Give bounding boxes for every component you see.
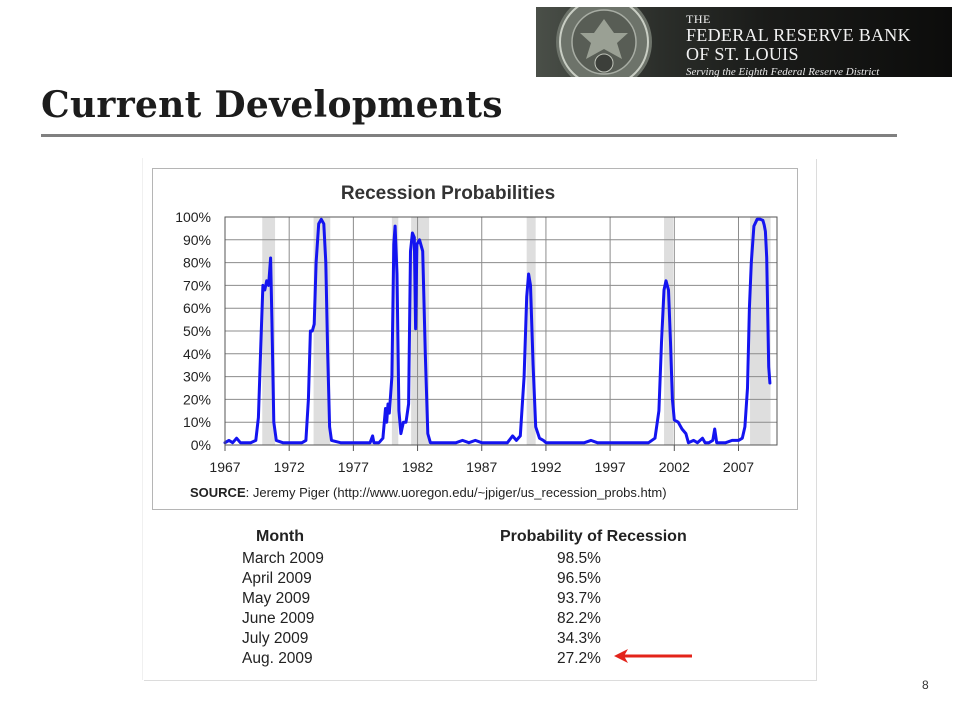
table-cell-probability: 98.5% — [557, 550, 601, 567]
frb-logo: THE FEDERAL RESERVE BANK OF ST. LOUIS Se… — [536, 7, 952, 77]
y-tick-label: 0% — [191, 437, 211, 453]
table-cell-probability: 93.7% — [557, 590, 601, 607]
series-layer — [223, 217, 772, 445]
x-tick-label: 1982 — [402, 459, 433, 475]
fed-seal-icon — [556, 7, 652, 77]
table-row: May 2009 93.7% — [242, 590, 712, 610]
y-tick-label: 10% — [183, 414, 211, 430]
y-tick-label: 60% — [183, 300, 211, 316]
chart-title: Recession Probabilities — [341, 183, 555, 204]
table-cell-probability: 96.5% — [557, 570, 601, 587]
logo-tagline: Serving the Eighth Federal Reserve Distr… — [686, 66, 880, 78]
title-divider — [41, 134, 897, 137]
y-tick-label: 30% — [183, 369, 211, 385]
x-tick-label: 1997 — [595, 459, 626, 475]
table-header-probability: Probability of Recession — [500, 528, 687, 545]
table-row: April 2009 96.5% — [242, 570, 712, 590]
red-arrow-icon — [614, 649, 692, 663]
y-tick-label: 70% — [183, 277, 211, 293]
plot-area-frame — [224, 216, 778, 446]
logo-line-city: OF ST. LOUIS — [686, 44, 799, 64]
y-tick-label: 80% — [183, 255, 211, 271]
table-row: July 2009 34.3% — [242, 630, 712, 650]
table-cell-month: June 2009 — [242, 610, 315, 627]
series-line — [223, 217, 772, 445]
page-title: Current Developments — [41, 84, 503, 126]
y-tick-label: 90% — [183, 232, 211, 248]
x-tick-label: 1977 — [338, 459, 369, 475]
logo-line-bank: FEDERAL RESERVE BANK — [686, 25, 911, 45]
table-cell-month: April 2009 — [242, 570, 312, 587]
table-cell-probability: 27.2% — [557, 650, 601, 667]
x-tick-label: 1987 — [466, 459, 497, 475]
x-tick-label: 2002 — [659, 459, 690, 475]
table-cell-month: March 2009 — [242, 550, 324, 567]
table-cell-probability: 82.2% — [557, 610, 601, 627]
page-number: 8 — [922, 678, 929, 692]
svg-text:SOURCE: Jeremy Piger (http://w: SOURCE: Jeremy Piger (http://www.uoregon… — [190, 485, 667, 500]
table-row: June 2009 82.2% — [242, 610, 712, 630]
y-tick-label: 100% — [175, 209, 211, 225]
recession-probability-chart: 0% 10% 20% 30% 40% 50% 60% 70% 80% 90% 100% 1967 197… — [152, 168, 798, 510]
y-tick-label: 50% — [183, 323, 211, 339]
logo-line-the: THE — [686, 12, 711, 26]
table-header-month: Month — [256, 528, 304, 545]
table-cell-month: Aug. 2009 — [242, 650, 313, 667]
table-cell-month: July 2009 — [242, 630, 309, 647]
chart-source-text: : Jeremy Piger (http://www.uoregon.edu/~… — [246, 485, 667, 500]
table-cell-month: May 2009 — [242, 590, 311, 607]
x-tick-label: 1967 — [209, 459, 240, 475]
chart-axes: 0% 10% 20% 30% 40% 50% 60% 70% 80% 90% 100% 1967 197… — [175, 209, 778, 475]
x-tick-label: 2007 — [723, 459, 754, 475]
chart-source-label: SOURCE — [190, 485, 246, 500]
table-cell-probability: 34.3% — [557, 630, 601, 647]
x-tick-label: 1992 — [530, 459, 561, 475]
table-row: March 2009 98.5% — [242, 550, 712, 570]
y-tick-label: 40% — [183, 346, 211, 362]
y-tick-label: 20% — [183, 391, 211, 407]
x-tick-label: 1972 — [274, 459, 305, 475]
table-row: Aug. 2009 27.2% — [242, 650, 712, 670]
